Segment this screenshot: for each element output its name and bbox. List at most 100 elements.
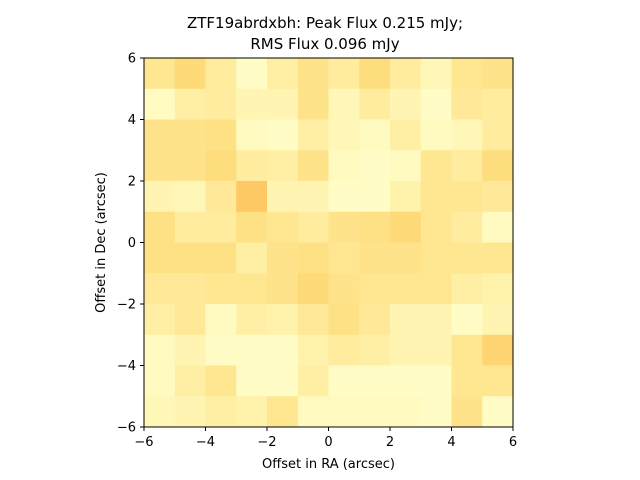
heatmap-cell xyxy=(482,396,514,428)
heatmap-cell xyxy=(482,242,514,274)
heatmap-cell xyxy=(144,304,176,336)
heatmap-cell xyxy=(359,150,391,182)
x-axis-label: Offset in RA (arcsec) xyxy=(262,457,395,472)
heatmap-cell xyxy=(451,273,483,305)
heatmap-cell xyxy=(451,181,483,213)
y-tick-label: 2 xyxy=(128,175,136,190)
heatmap-cell xyxy=(328,304,360,336)
heatmap-cell xyxy=(205,150,237,182)
heatmap-cell xyxy=(328,119,360,151)
heatmap-cell xyxy=(144,88,176,120)
heatmap-cell xyxy=(420,334,452,366)
heatmap-cell xyxy=(267,58,299,90)
heatmap-cell xyxy=(144,181,176,213)
heatmap-cell xyxy=(267,88,299,120)
heatmap-cell xyxy=(420,365,452,397)
heatmap-cell xyxy=(390,365,422,397)
heatmap-cell xyxy=(174,150,206,182)
heatmap-cell xyxy=(205,119,237,151)
x-tick-label: −6 xyxy=(134,435,153,450)
heatmap-cell xyxy=(420,150,452,182)
heatmap-cell xyxy=(236,273,268,305)
heatmap-cell xyxy=(390,304,422,336)
heatmap-cell xyxy=(236,58,268,90)
heatmap-cell xyxy=(236,304,268,336)
heatmap-cell xyxy=(205,181,237,213)
heatmap-cell xyxy=(267,211,299,243)
heatmap-cell xyxy=(359,88,391,120)
x-tick-label: 0 xyxy=(324,435,332,450)
heatmap-cell xyxy=(267,396,299,428)
heatmap-cell xyxy=(420,396,452,428)
heatmap-cell xyxy=(205,304,237,336)
heatmap-cell xyxy=(205,396,237,428)
heatmap-cell xyxy=(482,365,514,397)
heatmap-cell xyxy=(328,181,360,213)
heatmap-cell xyxy=(174,273,206,305)
heatmap-cell xyxy=(482,181,514,213)
heatmap-cell xyxy=(174,58,206,90)
heatmap-cell xyxy=(174,181,206,213)
heatmap-cell xyxy=(174,334,206,366)
x-tick-label: 2 xyxy=(386,435,394,450)
heatmap-cell xyxy=(297,119,329,151)
heatmap-cell xyxy=(390,119,422,151)
heatmap-cell xyxy=(420,211,452,243)
y-tick-label: −2 xyxy=(117,298,136,313)
heatmap-cell xyxy=(328,396,360,428)
heatmap-cell xyxy=(328,150,360,182)
heatmap-cell xyxy=(359,334,391,366)
heatmap-cell xyxy=(451,365,483,397)
heatmap-cell xyxy=(205,58,237,90)
heatmap-cell xyxy=(236,365,268,397)
y-tick-label: 6 xyxy=(128,52,136,67)
heatmap-cell xyxy=(174,88,206,120)
heatmap-cell xyxy=(267,304,299,336)
heatmap-cell xyxy=(174,242,206,274)
heatmap-cell xyxy=(205,334,237,366)
heatmap-cell xyxy=(328,211,360,243)
heatmap-cell xyxy=(205,88,237,120)
heatmap-cell xyxy=(359,119,391,151)
heatmap-cell xyxy=(236,150,268,182)
heatmap-cell xyxy=(236,119,268,151)
heatmap-cell xyxy=(297,396,329,428)
heatmap-cell xyxy=(205,211,237,243)
heatmap-cell xyxy=(236,88,268,120)
heatmap-cell xyxy=(482,88,514,120)
heatmap-cell xyxy=(390,273,422,305)
heatmap-cell xyxy=(390,334,422,366)
heatmap-cell xyxy=(328,365,360,397)
heatmap-cell xyxy=(390,211,422,243)
heatmap-cell xyxy=(482,150,514,182)
heatmap-cell xyxy=(297,58,329,90)
heatmap-cell xyxy=(174,304,206,336)
heatmap-cell xyxy=(144,334,176,366)
y-axis-label: Offset in Dec (arcsec) xyxy=(94,172,109,313)
heatmap-cell xyxy=(420,273,452,305)
heatmap-cell xyxy=(297,365,329,397)
heatmap-cell xyxy=(328,58,360,90)
heatmap-cell xyxy=(390,150,422,182)
heatmap-cell xyxy=(236,181,268,213)
heatmap-cell xyxy=(359,365,391,397)
heatmap-cell xyxy=(451,242,483,274)
heatmap-cell xyxy=(359,242,391,274)
heatmap-cell xyxy=(205,365,237,397)
heatmap-cell xyxy=(144,273,176,305)
heatmap-cell xyxy=(451,119,483,151)
heatmap-cell xyxy=(482,334,514,366)
heatmap-cell xyxy=(174,211,206,243)
heatmap-cell xyxy=(420,119,452,151)
heatmap-cell xyxy=(482,304,514,336)
heatmap-cell xyxy=(359,304,391,336)
heatmap-cell xyxy=(267,150,299,182)
heatmap-cell xyxy=(451,58,483,90)
heatmap-cell xyxy=(482,58,514,90)
x-tick-label: −2 xyxy=(257,435,276,450)
heatmap-cell xyxy=(267,181,299,213)
x-tick-label: 6 xyxy=(509,435,517,450)
heatmap-cell xyxy=(390,88,422,120)
heatmap-cell xyxy=(267,242,299,274)
heatmap-cell xyxy=(144,119,176,151)
